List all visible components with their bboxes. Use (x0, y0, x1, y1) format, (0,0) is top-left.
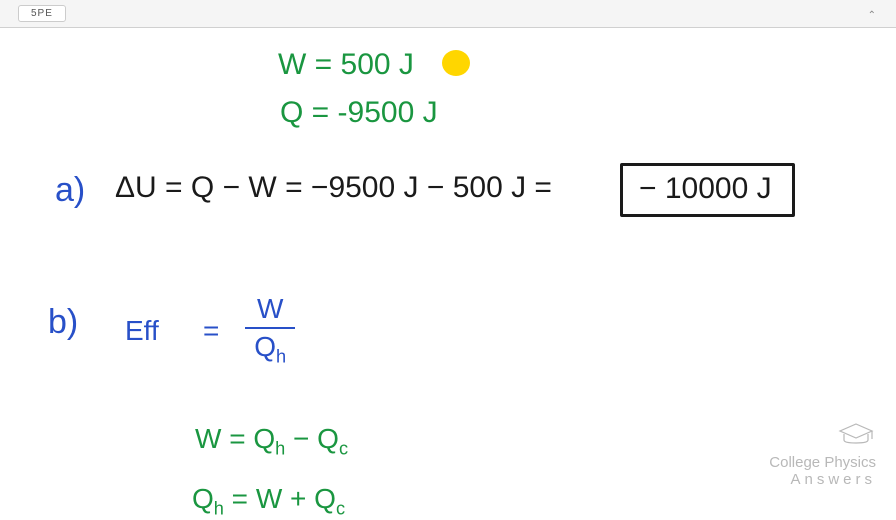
equals-sign: = (203, 315, 219, 347)
given-q: Q = -9500 J (280, 96, 438, 130)
fraction-numerator: W (245, 293, 295, 325)
efficiency-fraction: W Qh (245, 293, 295, 368)
qh-equation: Qh = W + Qc (192, 483, 345, 520)
whiteboard: W = 500 J Q = -9500 J a) ΔU = Q − W = −9… (0, 28, 896, 503)
chevron-up-icon[interactable]: ⌃ (868, 10, 876, 21)
part-a-label: a) (55, 171, 85, 210)
highlight-marker (442, 50, 470, 76)
graduation-cap-icon (769, 421, 876, 452)
watermark-line2: Answers (769, 471, 876, 488)
efficiency-label: Eff (125, 315, 159, 347)
top-bar: 5PE ⌃ (0, 0, 896, 28)
watermark-line1: College Physics (769, 454, 876, 471)
fraction-denominator: Qh (245, 331, 295, 368)
fraction-line (245, 327, 295, 329)
part-a-equation: ΔU = Q − W = −9500 J − 500 J = (115, 171, 552, 205)
watermark: College Physics Answers (769, 421, 876, 488)
work-equation: W = Qh − Qc (195, 423, 348, 460)
part-b-label: b) (48, 303, 78, 342)
given-w: W = 500 J (278, 48, 414, 82)
part-a-answer: − 10000 J (620, 163, 795, 217)
problem-tag: 5PE (18, 5, 66, 22)
